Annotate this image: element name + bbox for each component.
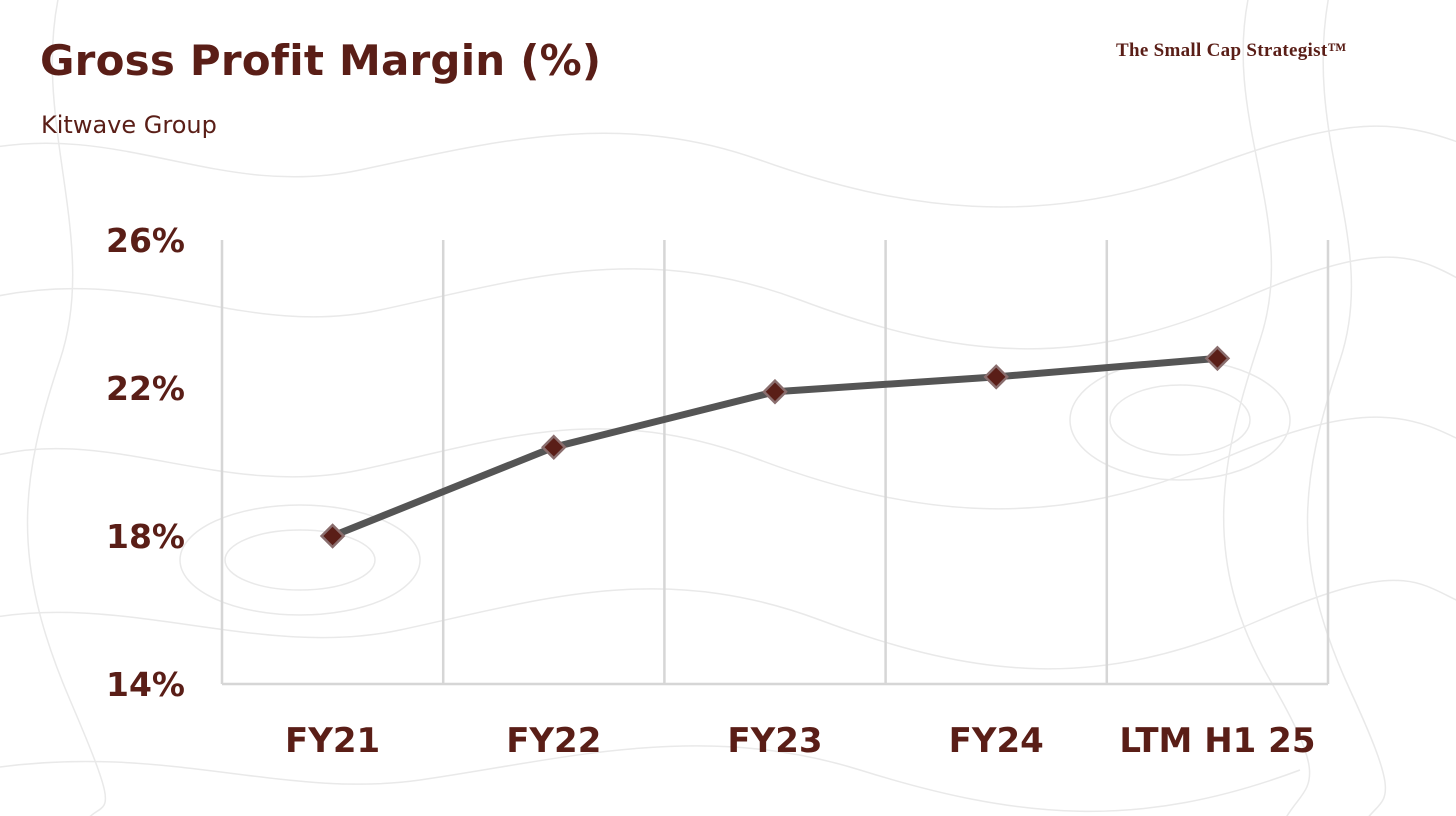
y-axis-ticks: 14% 18% 22% 26% [106, 221, 185, 704]
x-tick-label: FY21 [285, 721, 380, 761]
chart-title: Gross Profit Margin (%) [40, 36, 602, 85]
x-tick-label: LTM H1 25 [1119, 721, 1315, 761]
data-point-marker [1204, 345, 1231, 372]
x-tick-label: FY24 [949, 721, 1044, 761]
series-markers [319, 345, 1231, 549]
x-tick-label: FY23 [727, 721, 822, 761]
chart-gridlines [220, 240, 1330, 684]
y-tick-label: 26% [106, 221, 185, 260]
data-point-marker [983, 364, 1009, 390]
x-axis-ticks: FY21 FY22 FY23 FY24 LTM H1 25 [285, 721, 1315, 761]
x-tick-label: FY22 [506, 721, 601, 761]
y-tick-label: 18% [106, 517, 185, 556]
data-point-marker [319, 523, 346, 549]
data-point-marker [541, 434, 567, 460]
y-tick-label: 14% [106, 665, 185, 704]
brand-logo: The Small Cap Strategist™ [1116, 40, 1347, 61]
y-tick-label: 22% [106, 369, 185, 408]
chart-subtitle: Kitwave Group [41, 111, 217, 139]
data-point-marker [762, 378, 788, 405]
